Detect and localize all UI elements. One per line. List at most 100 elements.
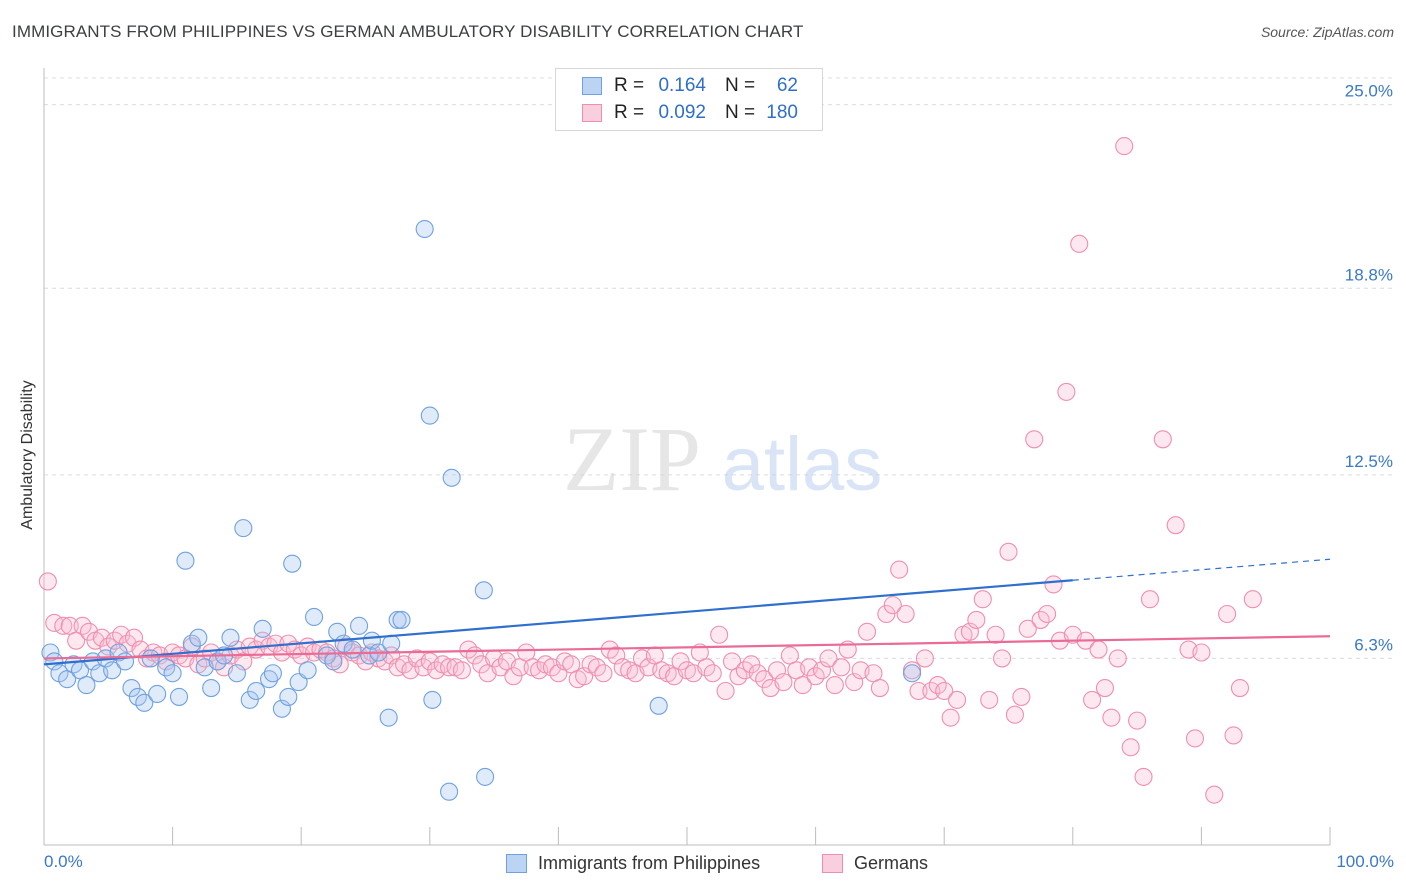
philippines-point	[392, 610, 411, 629]
philippines-point	[283, 554, 302, 573]
philippines-point	[115, 652, 135, 671]
germans-point	[1243, 590, 1262, 609]
philippines-point	[240, 690, 259, 709]
trend-layer	[43, 558, 1331, 666]
germans-point	[1185, 729, 1205, 748]
stats-legend: R = 0.164 N = 62 R = 0.092 N = 180	[555, 68, 823, 131]
germans-point	[915, 649, 934, 668]
germans-point	[999, 542, 1018, 561]
germans-point	[1218, 604, 1237, 624]
germans-point	[504, 667, 523, 686]
germans-point	[1102, 708, 1121, 727]
germans-point	[1166, 516, 1185, 535]
germans-point	[993, 649, 1012, 668]
legend-label: Immigrants from Philippines	[538, 853, 761, 873]
philippines-point	[649, 696, 668, 715]
germans-point	[973, 590, 992, 609]
stats-legend-row-philippines: R = 0.164 N = 62	[556, 73, 822, 100]
philippines-point	[324, 652, 343, 671]
philippines-point	[234, 519, 253, 538]
germans-point	[1038, 604, 1057, 624]
r-value: 0.164	[658, 75, 706, 96]
germans-point	[452, 661, 472, 680]
germans-point	[909, 681, 928, 701]
n-label: N =	[725, 102, 756, 123]
philippines-point	[202, 678, 221, 698]
philippines-point	[163, 664, 182, 683]
germans-point	[948, 690, 967, 709]
y-tick-labels: 6.3% 12.5% 18.8% 25.0%	[1345, 82, 1393, 655]
germans-point	[1192, 643, 1211, 662]
philippines-point	[474, 581, 493, 600]
germans-point	[967, 610, 986, 629]
points-layer	[38, 137, 1262, 804]
y-tick-label: 25.0%	[1345, 82, 1393, 101]
germans-point	[1012, 687, 1031, 706]
germans-point	[845, 673, 864, 692]
germans-point	[1140, 590, 1160, 609]
philippines-trend-line-extension	[1072, 558, 1331, 581]
philippines-point	[420, 406, 439, 425]
philippines-point	[382, 634, 401, 653]
germans-point	[594, 664, 613, 683]
r-label: R =	[614, 102, 645, 123]
philippines-swatch	[582, 77, 602, 95]
philippines-point	[247, 681, 266, 701]
philippines-point	[343, 640, 362, 659]
germans-point	[1205, 785, 1224, 804]
philippines-point	[272, 699, 291, 718]
germans-point	[941, 708, 960, 727]
germans-point	[716, 681, 735, 701]
germans-point	[793, 676, 812, 695]
stats-legend-row-germans: R = 0.092 N = 180	[556, 100, 822, 127]
philippines-point	[350, 616, 369, 635]
n-value: 180	[766, 102, 798, 123]
germans-point	[935, 681, 954, 701]
germans-point	[960, 622, 979, 641]
germans-point	[1115, 137, 1134, 156]
philippines-point	[423, 690, 442, 709]
y-tick-label: 6.3%	[1354, 635, 1393, 654]
germans-point	[980, 690, 999, 709]
philippines-legend-swatch	[506, 854, 527, 873]
philippines-point	[298, 661, 317, 680]
chart-source: Source: ZipAtlas.com	[1260, 24, 1394, 40]
philippines-point	[141, 649, 160, 668]
philippines-trend-line	[43, 579, 1073, 666]
r-value: 0.092	[658, 102, 706, 123]
germans-point	[870, 678, 889, 698]
philippines-point	[103, 661, 122, 680]
germans-point	[124, 628, 144, 647]
germans-point	[1108, 649, 1127, 668]
germans-point	[266, 634, 285, 653]
philippines-point	[253, 619, 272, 638]
germans-trend-line	[43, 635, 1331, 660]
chart-title: IMMIGRANTS FROM PHILIPPINES VS GERMAN AM…	[12, 22, 804, 41]
germans-point	[883, 596, 902, 615]
y-axis-title: Ambulatory Disability	[19, 380, 36, 530]
philippines-point	[122, 678, 141, 698]
philippines-point	[41, 643, 60, 662]
philippines-point	[415, 219, 434, 239]
germans-point	[825, 676, 844, 695]
n-value: 62	[776, 75, 798, 96]
r-label: R =	[614, 75, 645, 96]
germans-point	[819, 649, 838, 668]
legend-label: Germans	[854, 853, 929, 873]
y-tick-label: 18.8%	[1345, 265, 1393, 284]
philippines-point	[169, 687, 189, 706]
philippines-point	[379, 708, 398, 727]
germans-point	[812, 661, 832, 680]
germans-point	[742, 655, 761, 674]
germans-point	[832, 658, 851, 677]
philippines-point	[440, 782, 459, 801]
watermark-zip: ZIP	[563, 408, 701, 510]
germans-point	[38, 572, 57, 591]
axes-layer	[43, 68, 1331, 846]
germans-point	[1230, 678, 1250, 698]
germans-point	[1089, 640, 1108, 659]
philippines-point	[442, 468, 461, 487]
watermark-atlas: atlas	[722, 422, 883, 507]
philippines-point	[902, 664, 922, 683]
philippines-point	[189, 628, 208, 647]
